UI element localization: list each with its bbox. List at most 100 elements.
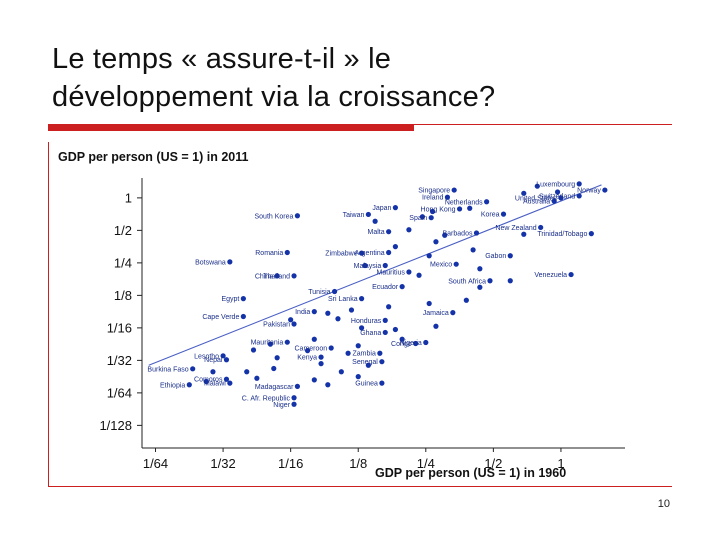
data-point bbox=[453, 261, 459, 267]
point-label: Argentina bbox=[355, 250, 385, 257]
point-label: Jamaica bbox=[423, 310, 449, 317]
data-point bbox=[406, 227, 412, 233]
data-point bbox=[274, 273, 280, 279]
point-label: Sri Lanka bbox=[328, 296, 358, 303]
point-label: Netherlands bbox=[445, 199, 483, 206]
data-point bbox=[568, 271, 574, 278]
data-point bbox=[244, 369, 250, 375]
point-label: Egypt bbox=[221, 296, 239, 303]
data-point bbox=[274, 355, 280, 361]
point-label: Madagascar bbox=[255, 384, 294, 391]
data-point bbox=[311, 309, 317, 315]
content-bottom-border bbox=[48, 486, 672, 487]
point-label: Nepal bbox=[204, 357, 223, 364]
y-tick-label: 1/32 bbox=[107, 353, 132, 368]
data-point bbox=[392, 326, 398, 333]
data-point bbox=[223, 357, 230, 363]
data-point bbox=[386, 249, 392, 256]
point-label: Honduras bbox=[351, 318, 382, 325]
data-point bbox=[456, 206, 463, 212]
data-point bbox=[210, 369, 216, 375]
data-point bbox=[359, 250, 365, 256]
point-label: China bbox=[255, 273, 273, 280]
data-point bbox=[318, 354, 324, 360]
data-point bbox=[382, 329, 388, 336]
point-label: Hong Kong bbox=[421, 206, 456, 213]
point-label: Japan bbox=[372, 205, 391, 212]
data-point bbox=[240, 313, 246, 320]
data-point bbox=[379, 359, 385, 365]
data-point bbox=[284, 339, 290, 345]
title-divider-line bbox=[414, 124, 672, 125]
title-accent-bar bbox=[48, 124, 414, 131]
point-label: United States bbox=[515, 195, 558, 202]
data-point bbox=[227, 259, 233, 265]
data-point bbox=[328, 345, 334, 351]
data-point bbox=[419, 214, 426, 220]
data-point bbox=[271, 365, 277, 372]
point-label: South Korea bbox=[254, 213, 293, 220]
data-point bbox=[311, 377, 317, 383]
data-point bbox=[500, 211, 507, 217]
point-label: Comoros bbox=[194, 377, 223, 384]
point-label: Norway bbox=[577, 188, 601, 195]
point-label: India bbox=[295, 309, 310, 316]
point-label: Kenya bbox=[297, 355, 317, 362]
data-point bbox=[325, 310, 331, 316]
scatter-chart: GDP per person (US = 1) in 2011 GDP per … bbox=[58, 150, 625, 480]
data-point bbox=[521, 231, 527, 237]
data-point bbox=[240, 296, 246, 302]
point-label: Botswana bbox=[195, 259, 226, 266]
point-label: Malta bbox=[368, 229, 385, 236]
data-point bbox=[291, 395, 297, 401]
data-point bbox=[602, 187, 608, 193]
data-point bbox=[576, 193, 582, 199]
point-label: Singapore bbox=[418, 188, 450, 195]
data-point bbox=[355, 374, 361, 380]
data-point bbox=[203, 378, 209, 385]
point-label: South Africa bbox=[448, 278, 486, 285]
data-point bbox=[588, 231, 594, 237]
data-point bbox=[487, 278, 493, 284]
x-tick-label: 1/8 bbox=[349, 456, 367, 471]
point-label: Australia bbox=[523, 199, 550, 206]
x-tick-label: 1/64 bbox=[143, 456, 168, 471]
point-label: Mauritania bbox=[251, 340, 284, 347]
x-tick-label: 1 bbox=[557, 456, 564, 471]
data-point bbox=[554, 189, 561, 195]
slide-title-line-2: développement via la croissance? bbox=[52, 81, 496, 113]
point-label: Mexico bbox=[430, 262, 452, 269]
data-point bbox=[406, 269, 412, 275]
x-tick-label: 1/16 bbox=[278, 456, 303, 471]
data-point bbox=[365, 211, 371, 218]
data-point bbox=[444, 194, 451, 200]
data-point bbox=[538, 224, 544, 231]
point-label: Luxembourg bbox=[536, 181, 575, 188]
point-label: Mauritius bbox=[377, 269, 406, 276]
point-label: Taiwan bbox=[343, 212, 365, 219]
data-point bbox=[338, 369, 344, 375]
data-point bbox=[294, 213, 301, 219]
data-point bbox=[416, 272, 422, 278]
data-point bbox=[220, 353, 226, 359]
y-tick-label: 1/128 bbox=[99, 418, 132, 433]
data-point bbox=[477, 284, 483, 290]
fit-line bbox=[148, 184, 602, 366]
point-label: Zimbabwe bbox=[325, 251, 357, 258]
data-point bbox=[551, 198, 557, 204]
data-point bbox=[558, 195, 564, 201]
chart-title: GDP per person (US = 1) in 2011 bbox=[58, 150, 249, 164]
x-tick-label: 1/32 bbox=[210, 456, 235, 471]
data-point bbox=[463, 297, 469, 303]
data-point bbox=[473, 230, 480, 236]
data-point bbox=[291, 321, 297, 327]
point-label: Pakistan bbox=[263, 321, 290, 328]
point-label: Burkina Faso bbox=[147, 366, 188, 373]
data-point bbox=[426, 253, 432, 259]
point-label: New Zealand bbox=[495, 225, 536, 232]
data-point bbox=[379, 380, 385, 386]
data-point bbox=[429, 208, 436, 215]
point-label: Gabon bbox=[485, 253, 506, 260]
data-point bbox=[311, 336, 317, 342]
